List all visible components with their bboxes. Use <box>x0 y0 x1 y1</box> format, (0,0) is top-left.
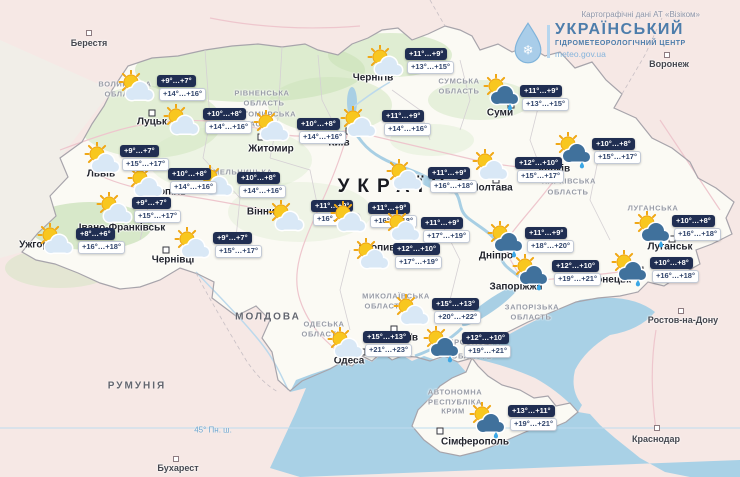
city-label: Харків <box>537 163 571 175</box>
city-label: Запоріжжя <box>489 281 543 293</box>
map-attribution: Картографічні дані АТ «Візіком» <box>581 10 700 19</box>
city-label: Одеса <box>333 355 365 367</box>
region-label: ХЕРСОНСЬКА <box>442 337 502 347</box>
city-label: Київ <box>328 137 350 149</box>
region-label: ОДЕСЬКА <box>303 319 345 329</box>
logo-org-subtitle: ГІДРОМЕТЕОРОЛОГІЧНИЙ ЦЕНТР <box>555 40 686 47</box>
city-label: Львів <box>86 168 116 180</box>
region-label: ОБЛАСТЬ <box>231 119 273 129</box>
region-label: ОБЛАСТЬ <box>364 301 406 311</box>
city-marker <box>173 456 179 462</box>
city-label: Ростов-на-Дону <box>647 315 719 325</box>
city-label: Дніпро <box>478 250 514 262</box>
city-marker <box>390 325 398 333</box>
city-label: Івано-Франківськ <box>78 222 166 234</box>
city-label: Краснодар <box>631 434 681 444</box>
region-label: ЗАПОРІЗЬКА <box>504 302 560 312</box>
city-marker <box>86 30 92 36</box>
city-label: Полтава <box>471 182 513 194</box>
city-label: Сімферополь <box>440 436 510 448</box>
city-label: Луцьк <box>137 116 167 128</box>
region-label: КРИМ <box>441 406 465 416</box>
city-label: Чернігів <box>352 72 394 84</box>
city-label: Вінниця <box>246 206 288 218</box>
region-label: ОБЛАСТЬ <box>243 98 285 108</box>
city-label: Миколаїв <box>371 332 419 344</box>
country-label: МОЛДОВА <box>235 311 301 323</box>
country-label: УКРАЇНА <box>337 176 475 197</box>
city-marker <box>148 109 156 117</box>
city-label: Кропивницький <box>358 242 438 254</box>
city-marker <box>654 425 660 431</box>
city-label: Донецьк <box>588 274 632 286</box>
city-marker <box>345 127 353 135</box>
region-label: ЖИТОМИРСЬКА <box>229 109 297 119</box>
water-drop-snowflake-icon: ❄ <box>514 22 542 64</box>
city-label: Берестя <box>70 38 108 48</box>
region-label: ОБЛАСТЬ <box>438 86 480 96</box>
city-marker <box>106 160 114 168</box>
region-label: ОБЛАСТЬ <box>510 312 552 322</box>
region-label: ОБЛАСТЬ <box>547 187 589 197</box>
region-label: ОБЛАСТЬ <box>301 329 343 339</box>
city-marker <box>636 266 644 274</box>
logo-divider <box>547 25 550 58</box>
ugmc-logo: ❄ УКРАЇНСЬКИЙ ГІДРОМЕТЕОРОЛОГІЧНИЙ ЦЕНТР… <box>505 8 705 66</box>
city-label: Луганськ <box>647 241 693 253</box>
city-label: Житомир <box>248 143 294 155</box>
city-marker <box>678 308 684 314</box>
region-label: СУМСЬКА <box>438 76 480 86</box>
region-label: МИКОЛАЇВСЬКА <box>362 291 430 301</box>
region-label: РІВНЕНСЬКА <box>234 88 290 98</box>
region-label: ХМЕЛЬНИЦЬКА <box>207 167 273 177</box>
city-label: Тернопіль <box>135 186 187 198</box>
latitude-label: 45° Пн. ш. <box>194 425 232 435</box>
city-label: Ужгород <box>19 239 61 251</box>
city-label: Бухарест <box>157 463 199 473</box>
logo-site-url: meteo.gov.ua <box>555 49 606 59</box>
country-label: РУМУНІЯ <box>107 380 167 392</box>
svg-text:❄: ❄ <box>523 43 534 58</box>
region-label: ОБЛАСТЬ <box>104 89 146 99</box>
city-marker <box>358 348 366 356</box>
region-label: ХАРКІВСЬКА <box>541 176 597 186</box>
region-label: АВТОНОМНА <box>427 387 483 397</box>
city-label: Чернівці <box>151 254 195 266</box>
city-label: Суми <box>486 107 514 119</box>
city-marker <box>664 52 670 58</box>
city-marker <box>257 133 265 141</box>
region-label: ВОЛИНСЬКА <box>98 79 152 89</box>
azov-sea <box>470 297 655 412</box>
city-marker <box>436 427 444 435</box>
region-label: ЛУГАНСЬКА <box>627 203 679 213</box>
city-marker <box>162 246 170 254</box>
region-label: ОБЛАСТЬ <box>451 351 493 361</box>
black-sea <box>270 353 740 477</box>
logo-org-name: УКРАЇНСЬКИЙ <box>555 21 684 38</box>
foreign-borders <box>195 0 663 393</box>
city-label: Воронеж <box>649 59 689 69</box>
region-label: РЕСПУБЛІКА <box>427 397 483 407</box>
